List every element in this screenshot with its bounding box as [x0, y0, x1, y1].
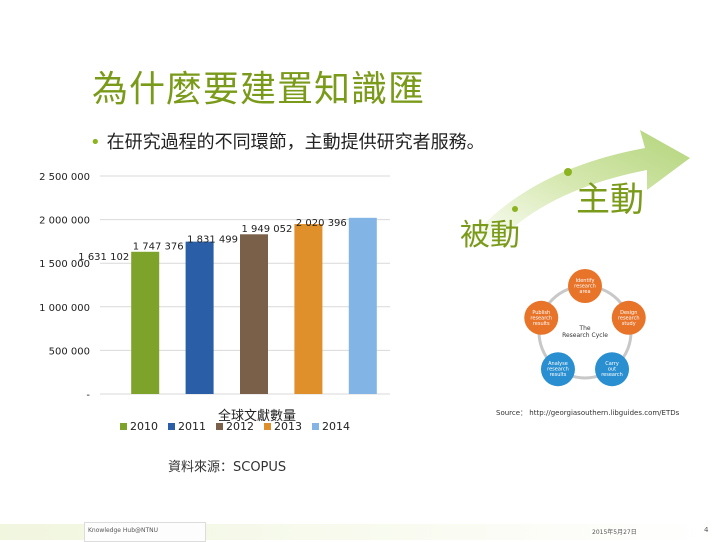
- bar-2011: [185, 241, 214, 394]
- active-dot: [564, 168, 572, 176]
- data-label: 1 631 102: [78, 252, 129, 263]
- bar-2014: [348, 217, 377, 394]
- data-label: 1 831 499: [187, 234, 238, 245]
- legend-item-2013: 2013: [264, 420, 302, 433]
- green-arrow: [465, 130, 690, 245]
- bar-chart: - 500 000 1 000 000 1 500 000 2 000 000 2 500…: [39, 172, 390, 401]
- y-tick-label: 1 500 000: [39, 259, 90, 270]
- bullet-icon: •: [90, 132, 101, 153]
- y-tick-label: 2 500 000: [39, 172, 90, 183]
- y-tick-label: 500 000: [49, 346, 90, 357]
- data-label: 1 949 052: [241, 224, 292, 235]
- legend-swatch: [120, 423, 127, 430]
- cycle-center-label: The Research Cycle: [562, 325, 608, 339]
- passive-label: 被動: [460, 218, 520, 253]
- research-cycle-diagram: The Research Cycle Identify research area Des…: [524, 269, 646, 387]
- legend-item-2012: 2012: [216, 420, 254, 433]
- y-tick-label: 2 000 000: [39, 216, 90, 227]
- cycle-source: Source： http://georgiasouthern.libguides…: [496, 409, 680, 417]
- slide-title: 為什麼要建置知識匯: [92, 69, 426, 110]
- cycle-node: [611, 300, 646, 335]
- data-label: 2 020 396: [296, 218, 347, 229]
- legend-item-2014: 2014: [312, 420, 350, 433]
- bullet-text: 在研究過程的不同環節，主動提供研究者服務。: [106, 132, 485, 153]
- bar-2010: [131, 251, 160, 394]
- legend-label: 2011: [178, 420, 206, 433]
- cycle-node-label: Carry out research: [601, 361, 623, 378]
- y-tick-label: 1 000 000: [39, 303, 90, 314]
- bar-2012: [240, 234, 268, 394]
- legend-label: 2013: [274, 420, 302, 433]
- active-label: 主動: [576, 180, 644, 220]
- chart-title: 全球文獻數量: [218, 409, 297, 424]
- legend-swatch: [312, 423, 319, 430]
- footer-left: Knowledge Hub@NTNU: [88, 527, 159, 534]
- legend-item-2010: 2010: [120, 420, 158, 433]
- bullet-point: • 在研究過程的不同環節，主動提供研究者服務。: [90, 128, 485, 154]
- legend-swatch: [264, 423, 271, 430]
- cycle-node-label: Identify research area: [574, 278, 596, 295]
- cycle-node-label: Analyse research results: [547, 361, 569, 378]
- y-tick-label: -: [86, 390, 90, 401]
- data-source: 資料來源：SCOPUS: [168, 460, 287, 475]
- page-number: 4: [704, 526, 709, 534]
- legend-label: 2014: [322, 420, 350, 433]
- chart-legend: 2010 2011 2012 2013 2014: [120, 420, 350, 433]
- legend-swatch: [168, 423, 175, 430]
- data-label: 1 747 376: [133, 242, 184, 253]
- bar-2013: [294, 224, 323, 394]
- cycle-node: [568, 269, 602, 303]
- legend-label: 2010: [130, 420, 158, 433]
- footer-date: 2015年5月27日: [592, 529, 637, 536]
- cycle-node: [524, 300, 559, 335]
- cycle-node-label: Design research study: [618, 310, 640, 327]
- passive-dot: [512, 206, 518, 212]
- legend-item-2011: 2011: [168, 420, 206, 433]
- legend-swatch: [216, 423, 223, 430]
- cycle-node: [540, 352, 575, 387]
- cycle-node-label: Publish research results: [530, 310, 552, 327]
- legend-label: 2012: [226, 420, 254, 433]
- cycle-node: [595, 352, 630, 387]
